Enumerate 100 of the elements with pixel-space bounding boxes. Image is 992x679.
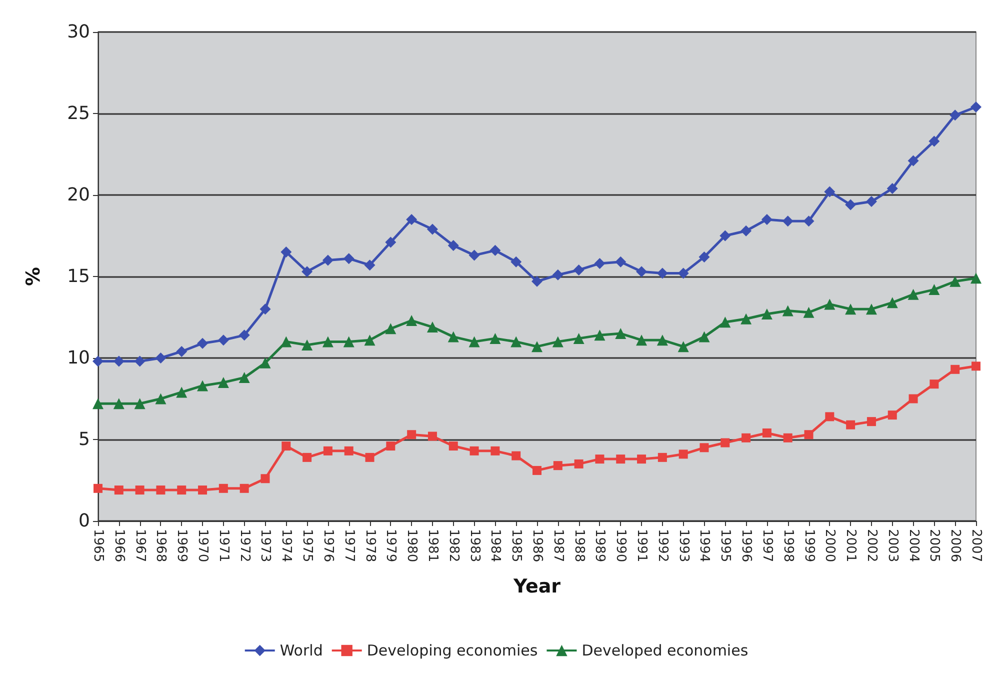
point [426,322,438,333]
point [950,364,960,374]
point [762,428,772,438]
point [700,443,709,452]
point [782,305,794,316]
point [218,484,228,493]
point [302,339,313,350]
x-tick-label: 2000 [822,529,838,562]
point [156,486,166,495]
point [532,276,542,287]
point [574,459,584,468]
x-tick-label: 1979 [383,529,398,562]
point [385,323,396,334]
point [656,334,668,346]
point [908,155,919,166]
point [761,214,772,225]
point [92,356,104,367]
x-tick-label: 2006 [948,529,963,562]
x-tick-label: 1978 [362,529,378,562]
x-tick-label: 1996 [738,529,754,562]
x-tick-label: 2004 [906,529,921,562]
point [573,332,584,344]
point [740,225,752,236]
point [573,264,584,276]
x-tick-label: 1970 [195,529,210,562]
x-axis-title: Year [512,576,562,598]
point [886,297,898,308]
x-tick-label: 1983 [466,529,482,562]
x-tick-label: 2007 [968,529,984,562]
point [197,338,208,349]
point [866,417,876,426]
x-tick-label: 1965 [90,529,106,562]
x-tick-label: 1968 [153,529,168,562]
x-tick-label: 1985 [508,529,524,562]
point [448,442,458,451]
x-tick-label: 1995 [718,529,733,562]
point [698,331,710,342]
point [468,250,480,261]
point [94,484,102,493]
point [720,316,731,328]
y-tick-label: 10 [67,348,90,368]
legend-label: Developed economies [582,642,748,660]
point [260,357,271,368]
point [803,306,814,318]
x-tick-label: 1969 [174,529,190,562]
point [553,461,562,470]
point [468,336,480,348]
point [114,486,124,495]
point [825,412,834,422]
point [364,260,376,271]
point [280,246,292,258]
point [135,486,144,495]
point [846,420,856,430]
point [970,101,982,112]
point [783,433,792,442]
point [92,398,104,410]
point [845,304,856,315]
point [803,216,814,227]
point [238,372,250,384]
point [886,182,898,194]
point [866,196,877,208]
x-tick-label: 1971 [216,529,231,562]
point [512,451,521,460]
point [928,136,940,147]
point [176,386,188,398]
point [113,398,124,410]
point [698,251,710,262]
point [552,336,564,348]
point [888,410,897,420]
x-tick-label: 1993 [676,529,691,562]
point [176,346,188,357]
point [322,336,334,348]
point [615,328,626,340]
x-tick-label: 1986 [530,529,544,562]
point [364,334,376,346]
y-tick-label: 0 [78,510,90,532]
x-tick-label: 1980 [404,529,420,562]
point [426,224,438,235]
point [804,430,814,440]
point [385,236,396,248]
point [658,452,667,462]
x-tick-label: 1999 [801,529,816,562]
point [928,284,940,296]
point [636,334,648,346]
point [510,256,522,268]
point [406,214,418,225]
point [344,446,354,456]
point [595,454,604,464]
point [260,304,271,315]
point [615,256,626,268]
point [238,330,250,341]
point [302,266,313,278]
point [490,332,501,344]
point [742,433,751,442]
point [218,376,229,388]
x-tick-label: 1991 [634,529,650,562]
point [113,356,124,367]
point [155,393,166,404]
point [616,454,626,464]
x-tick-label: 1976 [320,529,336,562]
